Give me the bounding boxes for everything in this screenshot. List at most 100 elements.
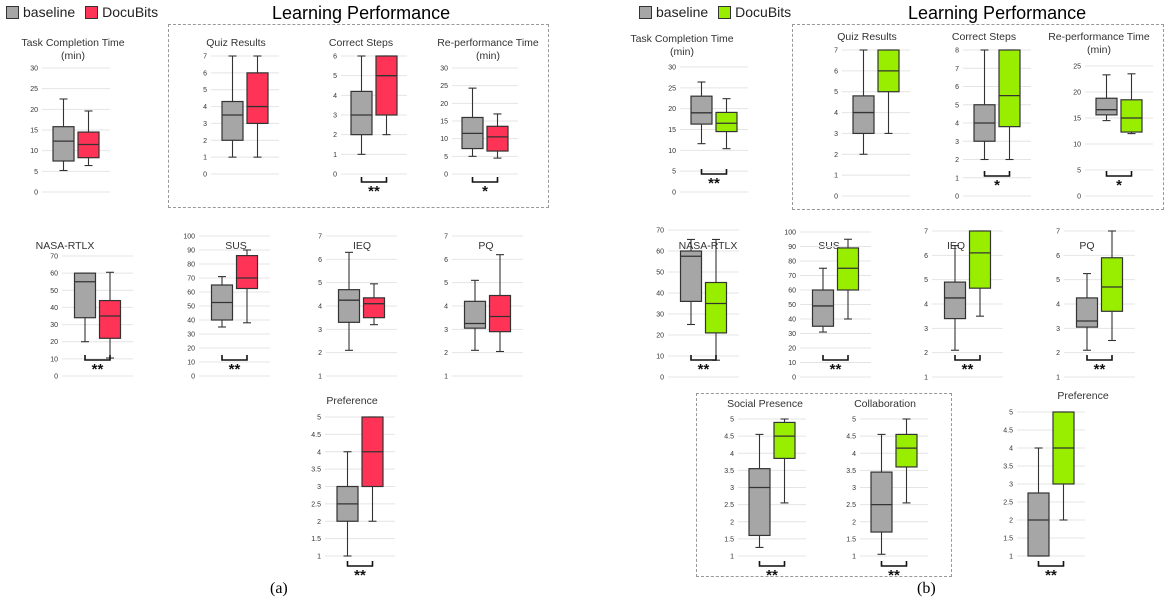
chart-a-5-tick-label: 100 (183, 234, 195, 241)
chart-b-17-tick-label: 4 (730, 451, 734, 458)
chart-a-1-baseline-box (221, 100, 244, 141)
chart-a-5-title-line: SUS (225, 240, 247, 252)
chart-a-5-tick-label: 30 (187, 332, 195, 339)
chart-a-5-tick-label: 20 (187, 346, 195, 353)
chart-b-17-significance-bracket (758, 561, 786, 567)
chart-b-9-title-line: (min) (670, 46, 694, 58)
chart-b-11-tick-label: 6 (955, 84, 959, 91)
chart-a-5-significance-label: ** (229, 361, 241, 378)
chart-b-19-tick-label: 2.5 (1003, 500, 1013, 507)
chart-b-18-tick-label: 3 (852, 485, 856, 492)
chart-b-13-tick-label: 70 (656, 228, 664, 235)
chart-b-9-tick-label: 10 (668, 148, 676, 155)
chart-a-2-tick-label: 5 (333, 73, 337, 80)
chart-b-9-baseline-box (690, 95, 713, 125)
chart-b-15-tick-label: 5 (924, 277, 928, 284)
legend-label-baseline-b: baseline (656, 4, 709, 20)
chart-b-16-tick-label: 3 (1056, 326, 1060, 333)
chart-a-1-tick-label: 1 (203, 155, 207, 162)
chart-a-8-tick-label: 3.5 (311, 467, 321, 474)
chart-a-8-title-line: Preference (326, 395, 378, 407)
caption-b: (b) (917, 580, 936, 597)
legend-a: baseline DocuBits (6, 4, 168, 20)
chart-b-19-baseline-box (1027, 492, 1050, 557)
legend-b: baseline DocuBits (639, 4, 801, 20)
chart-a-8-tick-label: 5 (317, 415, 321, 422)
chart-b-15-tick-label: 6 (924, 253, 928, 260)
chart-b-14-tick-label: 50 (788, 302, 796, 309)
chart-b-12-title-line: (min) (1087, 44, 1111, 56)
chart-b-19-tick-label: 2 (1009, 518, 1013, 525)
chart-b-10-tick-label: 2 (834, 152, 838, 159)
chart-b-15-significance-bracket (954, 355, 981, 361)
chart-b-19-title-line: Preference (1057, 390, 1109, 402)
chart-b-16-tick-label: 4 (1056, 302, 1060, 309)
chart-a-6-docubits-box (362, 297, 386, 319)
chart-a-4-tick-label: 30 (50, 322, 58, 329)
chart-a-3-title-line: Re-performance Time (437, 37, 539, 49)
chart-a-7-tick-label: 4 (444, 304, 448, 311)
chart-b-14-docubits-box (836, 247, 860, 291)
chart-b-12-tick-label: 0 (1077, 194, 1081, 201)
chart-a-5-tick-label: 70 (187, 276, 195, 283)
chart-a-5-tick-label: 0 (191, 374, 195, 381)
chart-a-0-title-line: (min) (61, 50, 85, 62)
social-collab-box-b (696, 393, 952, 577)
chart-a-4-tick-label: 50 (50, 288, 58, 295)
chart-b-16-tick-label: 7 (1056, 229, 1060, 236)
chart-a-7-docubits-box (488, 294, 512, 333)
chart-b-14-baseline-box (811, 289, 835, 327)
chart-b-9-tick-label: 25 (668, 85, 676, 92)
learning-performance-box-a (168, 24, 549, 208)
caption-a: (a) (270, 580, 288, 597)
chart-a-1-docubits-box (246, 72, 269, 125)
section-title-a: Learning Performance (272, 3, 451, 23)
chart-a-3-tick-label: 10 (440, 136, 448, 143)
chart-b-19-tick-label: 3 (1009, 482, 1013, 489)
legend-swatch-baseline-b (639, 5, 652, 19)
chart-a-1-tick-label: 2 (203, 138, 207, 145)
chart-b-13-tick-label: 50 (656, 270, 664, 277)
chart-b-19-tick-label: 1.5 (1003, 536, 1013, 543)
chart-b-14-significance-label: ** (830, 361, 842, 378)
chart-b-14-tick-label: 60 (788, 288, 796, 295)
chart-b-12-docubits-box (1120, 99, 1143, 133)
chart-b-10-tick-label: 1 (834, 173, 838, 180)
chart-a-5-tick-label: 90 (187, 248, 195, 255)
chart-a-3-tick-label: 0 (444, 172, 448, 179)
chart-a-4-tick-label: 70 (50, 254, 58, 261)
chart-b-13-tick-label: 60 (656, 249, 664, 256)
chart-b-9-tick-label: 5 (672, 169, 676, 176)
chart-a-8-significance-label: ** (354, 567, 366, 584)
chart-a-5-docubits-box (235, 255, 259, 290)
chart-a-4-significance-bracket (84, 355, 111, 361)
chart-b-18-tick-label: 1.5 (846, 536, 856, 543)
chart-a-4-title-line: NASA-RTLX (36, 240, 95, 252)
chart-a-6-tick-label: 3 (318, 327, 322, 334)
chart-b-11-tick-label: 5 (955, 102, 959, 109)
chart-b-13-tick-label: 0 (660, 375, 664, 382)
chart-b-12-baseline-box (1095, 97, 1118, 116)
chart-a-7-tick-label: 6 (444, 257, 448, 264)
chart-b-17-tick-label: 2.5 (724, 502, 734, 509)
chart-b-14-tick-label: 10 (788, 360, 796, 367)
chart-a-8-tick-label: 1.5 (311, 536, 321, 543)
chart-a-4-tick-label: 60 (50, 271, 58, 278)
chart-a-4-tick-label: 20 (50, 339, 58, 346)
chart-b-11-significance-bracket (983, 171, 1011, 177)
chart-b-14-tick-label: 20 (788, 346, 796, 353)
chart-b-14-tick-label: 30 (788, 331, 796, 338)
chart-a-2-significance-label: ** (368, 183, 380, 200)
chart-b-9-tick-label: 15 (668, 127, 676, 134)
chart-a-2-tick-label: 3 (333, 113, 337, 120)
chart-b-10-tick-label: 7 (834, 48, 838, 55)
chart-a-3-docubits-box (486, 125, 509, 152)
chart-b-9-tick-label: 20 (668, 106, 676, 113)
chart-b-18-baseline-box (870, 471, 893, 533)
chart-b-9-docubits-box (715, 111, 738, 133)
chart-b-13-significance-label: ** (698, 361, 710, 378)
chart-b-9-significance-bracket (700, 169, 728, 175)
chart-a-0-tick-label: 15 (30, 128, 38, 135)
chart-a-3-significance-label: * (482, 183, 488, 200)
chart-a-7-title-line: PQ (478, 240, 493, 252)
